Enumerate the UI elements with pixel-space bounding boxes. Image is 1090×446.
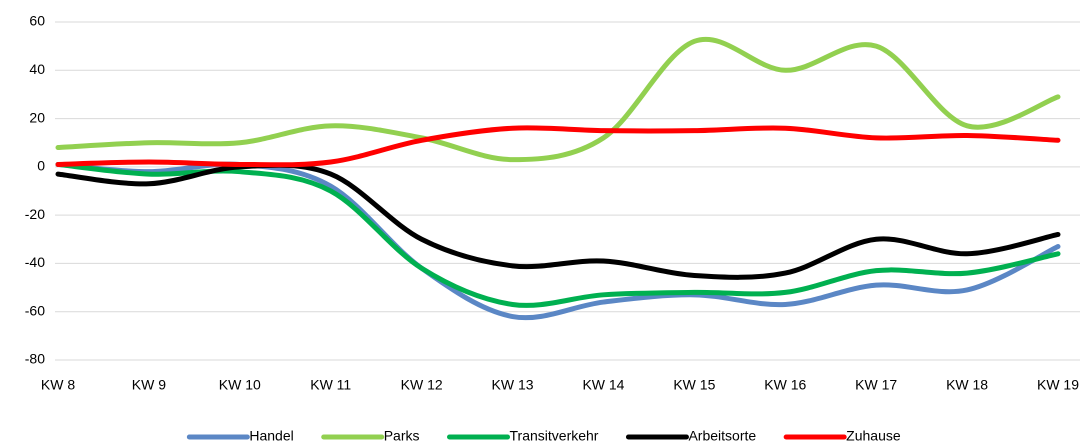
legend: Handel Parks Transitverkehr Arbeitsorte Zuha… — [186, 428, 901, 444]
x-tick-label: KW 16 — [764, 377, 806, 393]
x-tick-label: KW 18 — [946, 377, 988, 393]
y-tick-label: 0 — [37, 158, 45, 174]
x-tick-label: KW 12 — [401, 377, 443, 393]
series-line — [55, 125, 1061, 168]
series-line — [55, 36, 1061, 163]
x-tick-label: KW 15 — [673, 377, 715, 393]
legend-label: Zuhause — [846, 428, 901, 444]
x-tick-label: KW 13 — [492, 377, 534, 393]
y-tick-label: 60 — [29, 13, 45, 29]
x-tick-label: KW 8 — [41, 377, 75, 393]
x-tick-label: KW 17 — [855, 377, 897, 393]
series-line — [55, 162, 1061, 280]
x-tick-label: KW 10 — [219, 377, 261, 393]
y-tick-label: -40 — [25, 254, 45, 270]
x-tick-label: KW 9 — [132, 377, 166, 393]
x-tick-label: KW 19 — [1037, 377, 1079, 393]
y-tick-label: -60 — [25, 302, 45, 318]
series-line — [55, 161, 1061, 308]
legend-label: Parks — [384, 428, 420, 444]
legend-label: Arbeitsorte — [688, 428, 756, 444]
y-tick-label: 40 — [29, 61, 45, 77]
legend-label: Handel — [249, 428, 293, 444]
y-tick-label: -20 — [25, 206, 45, 222]
x-tick-label: KW 11 — [310, 377, 351, 393]
y-tick-label: 20 — [29, 109, 45, 125]
legend-label: Transitverkehr — [510, 428, 599, 444]
x-tick-label: KW 14 — [582, 377, 624, 393]
y-tick-label: -80 — [25, 351, 45, 367]
